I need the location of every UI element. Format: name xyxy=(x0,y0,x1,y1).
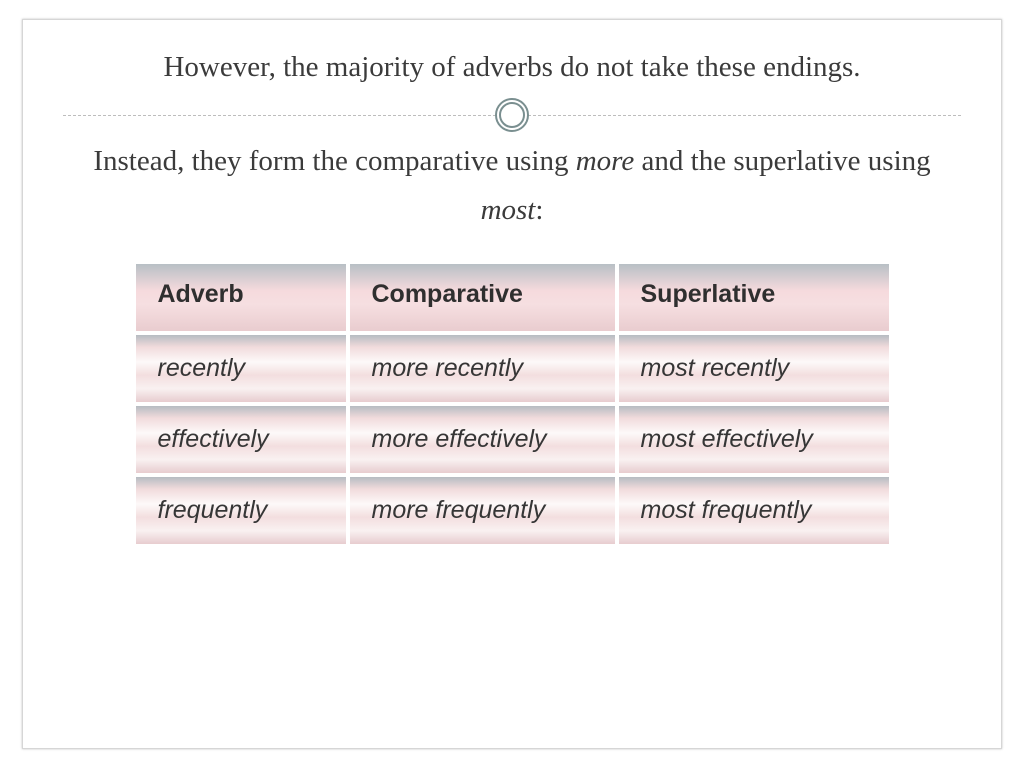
table-header-row: Adverb Comparative Superlative xyxy=(136,264,889,331)
subtitle-em-1: more xyxy=(576,145,635,177)
table-cell: more frequently xyxy=(350,477,615,544)
table-cell: more effectively xyxy=(350,406,615,473)
table-cell: more recently xyxy=(350,335,615,402)
slide-title: However, the majority of adverbs do not … xyxy=(63,48,961,101)
divider xyxy=(63,101,961,129)
subtitle-text-1: Instead, they form the comparative using xyxy=(93,145,575,177)
col-header-comparative: Comparative xyxy=(350,264,615,331)
table-row: recently more recently most recently xyxy=(136,335,889,402)
table-cell: most effectively xyxy=(619,406,889,473)
adverb-comparison-table: Adverb Comparative Superlative recently … xyxy=(132,260,893,549)
table-cell: recently xyxy=(136,335,346,402)
table-cell: frequently xyxy=(136,477,346,544)
col-header-superlative: Superlative xyxy=(619,264,889,331)
table-cell: effectively xyxy=(136,406,346,473)
subtitle-text-3: : xyxy=(535,194,543,226)
slide-subtitle: Instead, they form the comparative using… xyxy=(63,137,961,236)
table-cell: most frequently xyxy=(619,477,889,544)
table-row: effectively more effectively most effect… xyxy=(136,406,889,473)
col-header-adverb: Adverb xyxy=(136,264,346,331)
subtitle-text-2: and the superlative using xyxy=(634,145,930,177)
subtitle-em-2: most xyxy=(481,194,536,226)
divider-circle-icon xyxy=(497,100,527,130)
table-cell: most recently xyxy=(619,335,889,402)
slide: However, the majority of adverbs do not … xyxy=(22,19,1002,749)
table-row: frequently more frequently most frequent… xyxy=(136,477,889,544)
